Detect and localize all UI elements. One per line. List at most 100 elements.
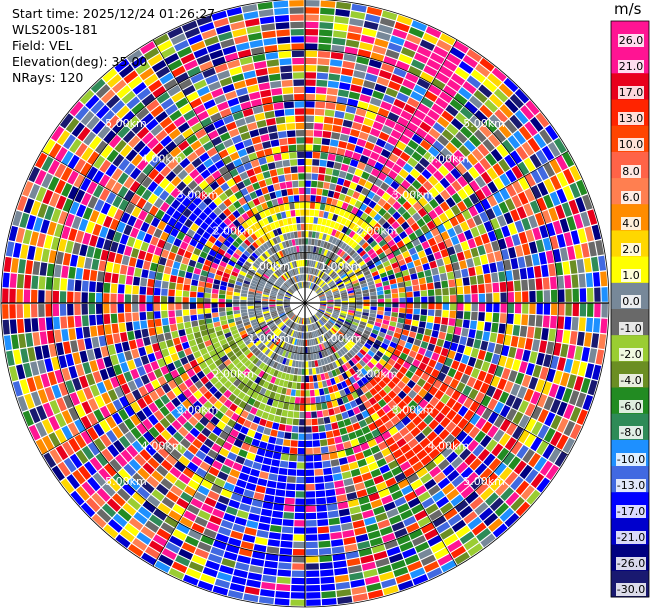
- ray-bin: [280, 145, 289, 153]
- ray-bin: [399, 297, 406, 303]
- ray-bin: [299, 354, 303, 361]
- ray-bin: [328, 330, 334, 337]
- ray-bin: [160, 394, 171, 405]
- ray-bin: [381, 323, 389, 330]
- ray-bin: [334, 376, 341, 384]
- ray-bin: [363, 568, 378, 578]
- ray-bin: [219, 447, 230, 458]
- ray-bin: [387, 358, 396, 367]
- ray-bin: [293, 353, 297, 360]
- ray-bin: [419, 157, 430, 168]
- ray-bin: [61, 425, 73, 441]
- ray-bin: [160, 303, 168, 311]
- ray-bin: [450, 342, 459, 352]
- ray-bin: [514, 245, 524, 257]
- ray-bin: [319, 432, 327, 440]
- ray-bin: [359, 394, 368, 403]
- ray-bin: [134, 453, 147, 467]
- ray-bin: [331, 353, 338, 361]
- ray-bin: [306, 541, 318, 549]
- ray-bin: [300, 325, 303, 332]
- ray-bin: [79, 350, 89, 363]
- ray-bin: [251, 136, 262, 145]
- ray-bin: [32, 261, 41, 275]
- ray-bin: [542, 381, 552, 396]
- ray-bin: [153, 508, 167, 521]
- ray-bin: [215, 371, 224, 381]
- ray-bin: [348, 230, 356, 238]
- ray-bin: [197, 308, 204, 315]
- ray-bin: [529, 351, 538, 364]
- ray-bin: [289, 14, 304, 22]
- ray-bin: [130, 427, 142, 440]
- ray-bin: [439, 201, 450, 212]
- ray-bin: [9, 288, 16, 303]
- ray-bin: [124, 303, 132, 313]
- ray-bin: [507, 222, 518, 235]
- ray-bin: [317, 290, 323, 295]
- ray-bin: [355, 533, 369, 543]
- ray-bin: [402, 211, 411, 221]
- ray-bin: [356, 305, 363, 309]
- ray-bin: [478, 303, 486, 312]
- ray-bin: [384, 264, 393, 272]
- ray-bin: [402, 385, 412, 395]
- colorbar-tick-label: 4.0: [621, 216, 641, 230]
- ray-bin: [436, 521, 451, 534]
- ray-bin: [515, 348, 524, 360]
- ray-bin: [119, 528, 135, 543]
- ray-bin: [404, 342, 413, 350]
- ray-bin: [378, 24, 393, 35]
- ray-bin: [80, 430, 93, 445]
- ray-bin: [543, 194, 554, 209]
- ray-bin: [341, 252, 349, 260]
- ray-bin: [326, 160, 335, 168]
- ray-bin: [246, 25, 261, 34]
- ray-bin: [339, 133, 350, 142]
- ray-bin: [300, 209, 305, 216]
- ray-bin: [201, 427, 212, 438]
- ray-bin: [494, 343, 503, 355]
- ray-bin: [351, 121, 363, 131]
- ray-bin: [594, 287, 601, 302]
- ray-bin: [369, 313, 376, 318]
- ray-bin: [562, 437, 575, 454]
- ray-bin: [425, 276, 433, 284]
- ray-bin: [271, 384, 278, 392]
- ray-bin: [283, 512, 294, 519]
- ray-bin: [581, 243, 590, 258]
- ray-bin: [96, 487, 111, 502]
- ray-bin: [338, 358, 345, 366]
- ray-bin: [316, 410, 324, 418]
- ray-bin: [443, 533, 459, 546]
- ray-bin: [432, 515, 447, 528]
- ray-bin: [272, 315, 279, 320]
- ray-bin: [436, 496, 450, 509]
- ray-bin: [459, 106, 474, 120]
- ray-bin: [505, 394, 516, 407]
- ray-bin: [408, 232, 417, 241]
- ray-bin: [437, 459, 450, 471]
- ray-bin: [305, 86, 316, 94]
- ray-bin: [449, 287, 457, 295]
- ray-bin: [269, 132, 279, 140]
- ray-bin: [272, 510, 284, 519]
- ray-bin: [397, 400, 407, 410]
- ray-bin: [233, 422, 243, 432]
- ray-bin: [175, 309, 183, 317]
- ray-bin: [192, 326, 200, 333]
- ray-bin: [482, 138, 495, 152]
- ray-bin: [236, 339, 244, 347]
- ray-bin: [135, 258, 144, 269]
- ray-bin: [133, 321, 141, 331]
- ray-bin: [566, 216, 577, 231]
- ray-bin: [156, 528, 172, 541]
- ray-bin: [541, 264, 549, 278]
- ray-bin: [463, 197, 474, 209]
- range-ring-label: 4.00km: [428, 439, 470, 452]
- ray-bin: [343, 387, 351, 395]
- ray-bin: [305, 397, 311, 404]
- ray-bin: [518, 176, 530, 191]
- ray-bin: [317, 279, 322, 285]
- ray-bin: [484, 351, 493, 363]
